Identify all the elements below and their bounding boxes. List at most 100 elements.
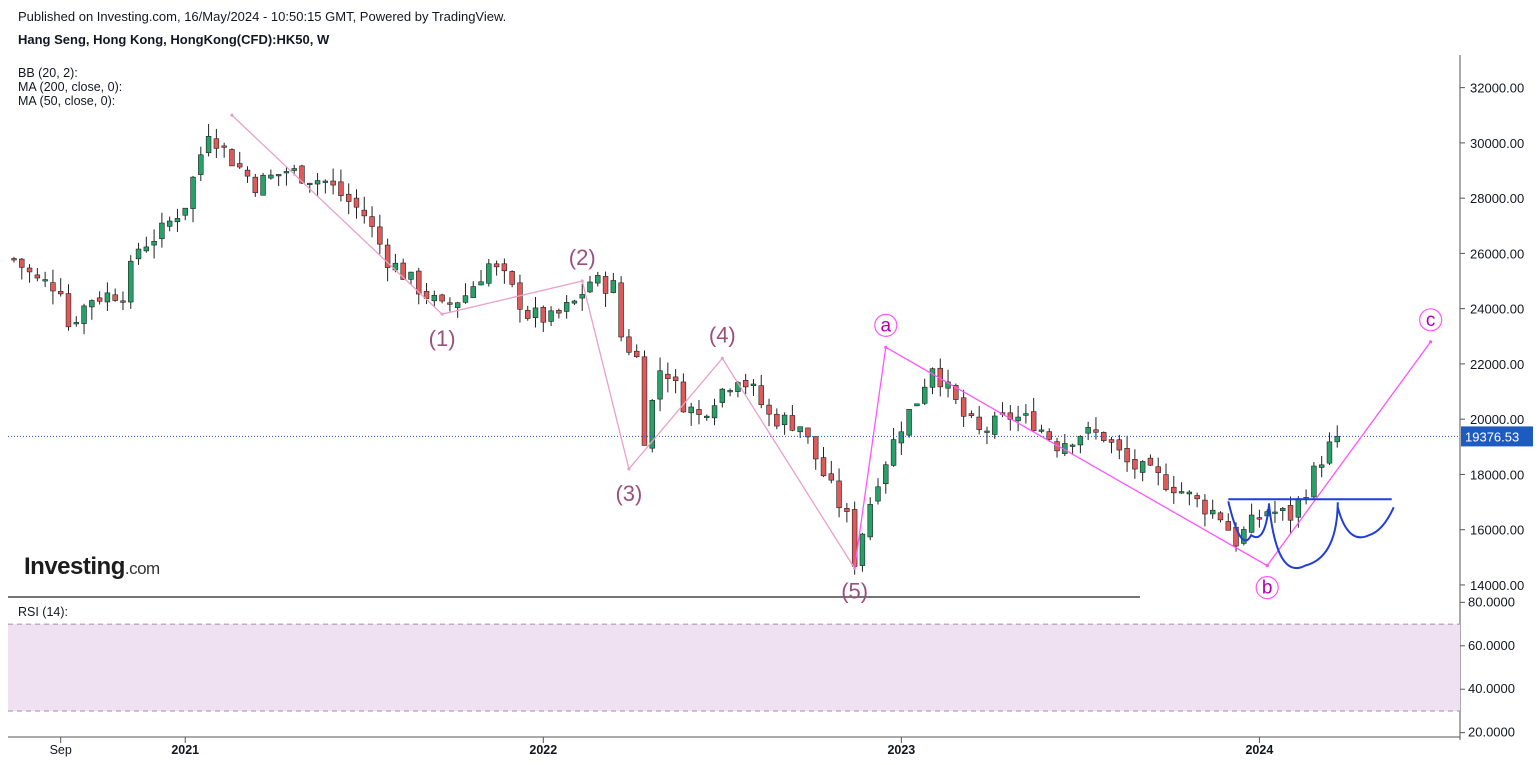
candle-down [1287, 505, 1294, 521]
abc-label-circle [874, 313, 898, 337]
candle-up [408, 271, 414, 280]
candle-up [104, 292, 111, 303]
candle-up [198, 154, 204, 175]
last-price-label: 19376.53 [1465, 429, 1519, 444]
candle-down [602, 276, 609, 294]
candle-up [1186, 491, 1193, 495]
abc-point [1265, 564, 1269, 568]
price-tick-label: 30000.00 [1470, 136, 1524, 151]
rsi-pane [8, 623, 1460, 712]
candle-up [719, 388, 726, 403]
time-tick-label: 2022 [529, 743, 557, 757]
candle-down [353, 197, 360, 208]
candle-down [377, 226, 383, 245]
candle-up [797, 426, 803, 433]
candle-down [345, 193, 352, 202]
candle-down [618, 282, 624, 338]
candle-down [960, 397, 967, 417]
candle-down [641, 356, 648, 446]
candle-up [128, 260, 134, 303]
candle-up [89, 300, 95, 308]
published-line: Published on Investing.com, 16/May/2024 … [18, 9, 507, 24]
candle-down [338, 181, 344, 196]
candle-down [19, 258, 25, 268]
abc-point [884, 345, 888, 349]
axes: 80.0000 60.0000 40.0000 20.0000 32000.00 3000… [50, 81, 1525, 757]
candle-up [875, 486, 881, 502]
candle-up [914, 403, 920, 407]
candle-down [1116, 439, 1123, 451]
candle-down [665, 373, 671, 379]
candle-up [867, 504, 873, 538]
candle-up [688, 406, 694, 414]
indicator-ma50[interactable]: MA (50, close, 0): [18, 94, 116, 108]
candle-down [1093, 429, 1099, 433]
wave-annotations: 19376.53 (1) (2) (3) (4) (5) a b c [8, 113, 1533, 603]
logo-suffix: .com [124, 559, 160, 578]
candle-down [369, 216, 375, 227]
wave-label: (3) [615, 481, 642, 506]
candle-up [890, 439, 897, 466]
abc-label: a [880, 315, 891, 336]
price-tick-label: 24000.00 [1470, 302, 1524, 317]
indicator-ma200[interactable]: MA (200, close, 0): [18, 80, 123, 94]
candle-down [1108, 439, 1115, 443]
candle-down [330, 180, 336, 186]
candle-up [190, 176, 196, 209]
candle-down [633, 350, 640, 358]
rsi-band [8, 624, 1460, 711]
candle-up [159, 222, 165, 240]
candle-down [26, 267, 33, 273]
wave-label: (5) [841, 578, 868, 603]
candle-up [1311, 465, 1317, 498]
candle-down [252, 176, 259, 194]
candle-up [205, 136, 212, 154]
candle-down [11, 258, 17, 261]
logo-word: Investing [24, 553, 125, 580]
candle-down [221, 145, 227, 148]
abc-label-circle [1419, 308, 1443, 332]
candle-up [1318, 464, 1325, 468]
rsi-label[interactable]: RSI (14): [18, 605, 69, 619]
candle-down [416, 270, 422, 295]
candle-down [805, 427, 811, 438]
candle-up [283, 171, 290, 174]
candle-up [1139, 461, 1146, 473]
candle-down [672, 376, 679, 381]
wave-label: (2) [569, 245, 596, 270]
candle-down [1217, 512, 1224, 521]
abc-label-circle [1255, 576, 1279, 600]
inverse-head-shoulders-pattern [1227, 501, 1395, 569]
candle-up [984, 430, 990, 433]
candle-up [548, 310, 554, 322]
price-tick-label: 28000.00 [1470, 191, 1524, 206]
candle-up [322, 180, 329, 183]
candle-up [1023, 413, 1029, 416]
candle-up [1248, 514, 1255, 533]
candle-up [563, 302, 570, 312]
price-tick-label: 32000.00 [1470, 81, 1524, 96]
candle-down [439, 294, 445, 302]
candle-down [844, 508, 850, 512]
candle-up [929, 368, 936, 388]
candle-down [1147, 457, 1154, 466]
candle-down [1225, 521, 1231, 531]
candle-up [898, 431, 905, 444]
indicator-bb[interactable]: BB (20, 2): [18, 66, 78, 80]
wave-label: (1) [429, 326, 456, 351]
candle-down [1194, 495, 1200, 500]
candle-up [1295, 498, 1302, 518]
candle-up [992, 415, 998, 435]
candle-up [275, 174, 282, 177]
candle-down [112, 294, 118, 301]
candle-up [454, 302, 461, 308]
candle-up [151, 240, 157, 246]
candle-up [462, 295, 469, 303]
candle-down [50, 282, 56, 292]
candle-up [883, 464, 889, 484]
wave-point [230, 113, 234, 117]
candle-down [1007, 412, 1014, 420]
rsi-tick-label: 40.0000 [1468, 681, 1515, 696]
rsi-tick-label: 80.0000 [1468, 594, 1515, 609]
